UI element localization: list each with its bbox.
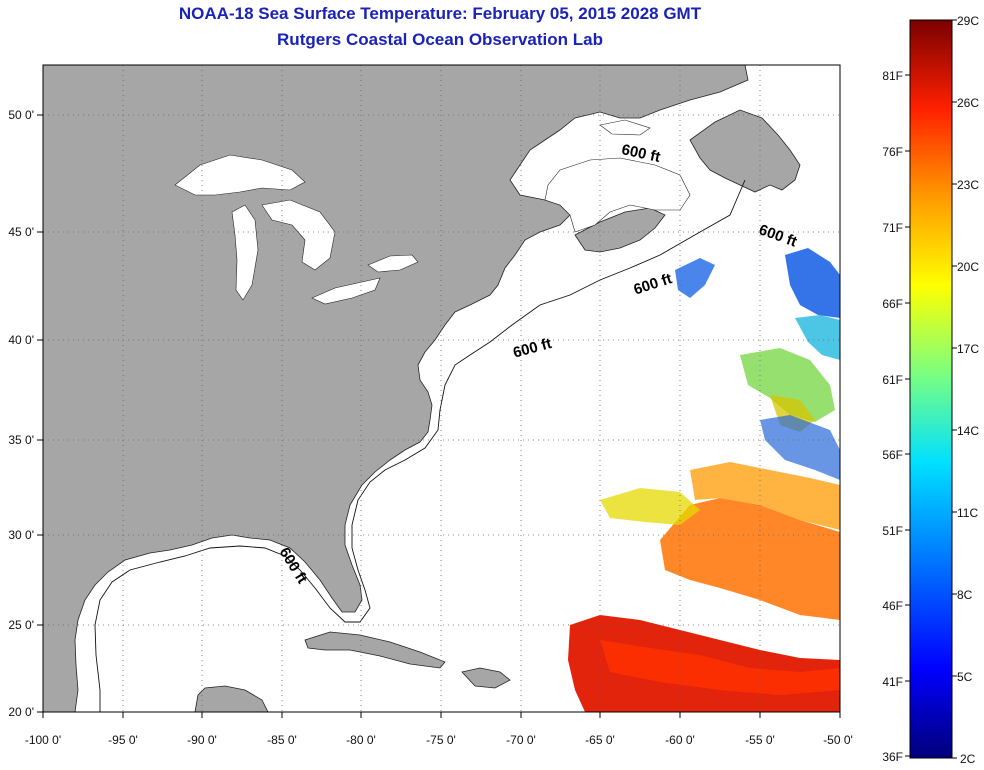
lake-st-john <box>599 119 651 136</box>
land-newfoundland <box>689 109 801 193</box>
x-tick-label: -100 0' <box>25 733 61 747</box>
sst-patch-blue <box>785 248 840 318</box>
colorbar-celsius-label: 26C <box>957 96 979 110</box>
y-tick-label: 50 0' <box>8 108 34 122</box>
colorbar-celsius-label: 2C <box>960 752 976 766</box>
x-tick-label: -95 0' <box>108 733 138 747</box>
map-title: NOAA-18 Sea Surface Temperature: Februar… <box>178 4 702 23</box>
sst-data-layer <box>568 248 840 712</box>
sst-patch-yellow <box>600 488 700 525</box>
colorbar-celsius-label: 20C <box>957 260 979 274</box>
y-tick-label: 20 0' <box>8 705 34 719</box>
land-hispaniola <box>461 667 511 689</box>
y-tick-label: 45 0' <box>8 225 34 239</box>
land-north-america <box>43 65 749 712</box>
sst-patch-red-2 <box>600 640 840 695</box>
y-tick-label: 35 0' <box>8 433 34 447</box>
lake-superior <box>174 154 306 196</box>
land-yucatan <box>194 685 269 712</box>
colorbar-fahrenheit-label: 61F <box>882 373 903 387</box>
colorbar-celsius-label: 17C <box>957 342 979 356</box>
gulf-st-lawrence <box>544 157 691 233</box>
x-tick-label: -80 0' <box>346 733 376 747</box>
x-tick-label: -90 0' <box>187 733 217 747</box>
colorbar-celsius-label: 5C <box>957 670 973 684</box>
sst-patch-cyan <box>795 315 840 360</box>
colorbar-celsius-label: 14C <box>957 424 979 438</box>
x-tick-label: -55 0' <box>745 733 775 747</box>
colorbar-fahrenheit-label: 51F <box>882 524 903 538</box>
colorbar-celsius-label: 23C <box>957 178 979 192</box>
sst-patch-orange-2 <box>690 462 840 530</box>
x-tick-label: -65 0' <box>585 733 615 747</box>
axis-ticks <box>37 114 841 718</box>
x-tick-label: -70 0' <box>506 733 536 747</box>
colorbar-celsius-label: 11C <box>957 506 978 520</box>
colorbar-fahrenheit-label: 46F <box>882 599 903 613</box>
colorbar-celsius-label: 8C <box>957 588 973 602</box>
colorbar-fahrenheit-label: 76F <box>882 145 903 159</box>
y-tick-label: 40 0' <box>8 333 34 347</box>
map-subtitle: Rutgers Coastal Ocean Observation Lab <box>277 30 603 49</box>
land-nova-scotia <box>574 207 666 253</box>
colorbar-fahrenheit-label: 81F <box>882 69 903 83</box>
sst-patch-orange <box>660 498 840 620</box>
x-tick-label: -60 0' <box>665 733 695 747</box>
sst-patch-green <box>740 348 835 422</box>
colorbar-ticks <box>905 19 957 759</box>
land-cuba <box>304 631 446 669</box>
colorbar-fahrenheit-label: 36F <box>882 750 903 764</box>
x-tick-label: -85 0' <box>267 733 297 747</box>
colorbar-fahrenheit-label: 56F <box>882 448 903 462</box>
colorbar-celsius-label: 29C <box>957 14 979 28</box>
colorbar <box>909 19 953 759</box>
sst-patch-blue-3 <box>760 415 840 480</box>
lake-michigan <box>231 204 259 301</box>
lake-erie <box>311 277 381 305</box>
colorbar-fahrenheit-label: 66F <box>882 297 903 311</box>
colorbar-fahrenheit-label: 71F <box>882 221 903 235</box>
sst-patch-blue-2 <box>675 258 715 298</box>
x-tick-label: -75 0' <box>426 733 456 747</box>
colorbar-fahrenheit-label: 41F <box>882 675 903 689</box>
lake-huron <box>261 199 336 271</box>
x-tick-label: -50 0' <box>823 733 853 747</box>
y-tick-label: 25 0' <box>8 618 34 632</box>
lake-ontario <box>367 254 419 273</box>
isobath-600ft <box>94 179 746 712</box>
y-tick-label: 30 0' <box>8 528 34 542</box>
